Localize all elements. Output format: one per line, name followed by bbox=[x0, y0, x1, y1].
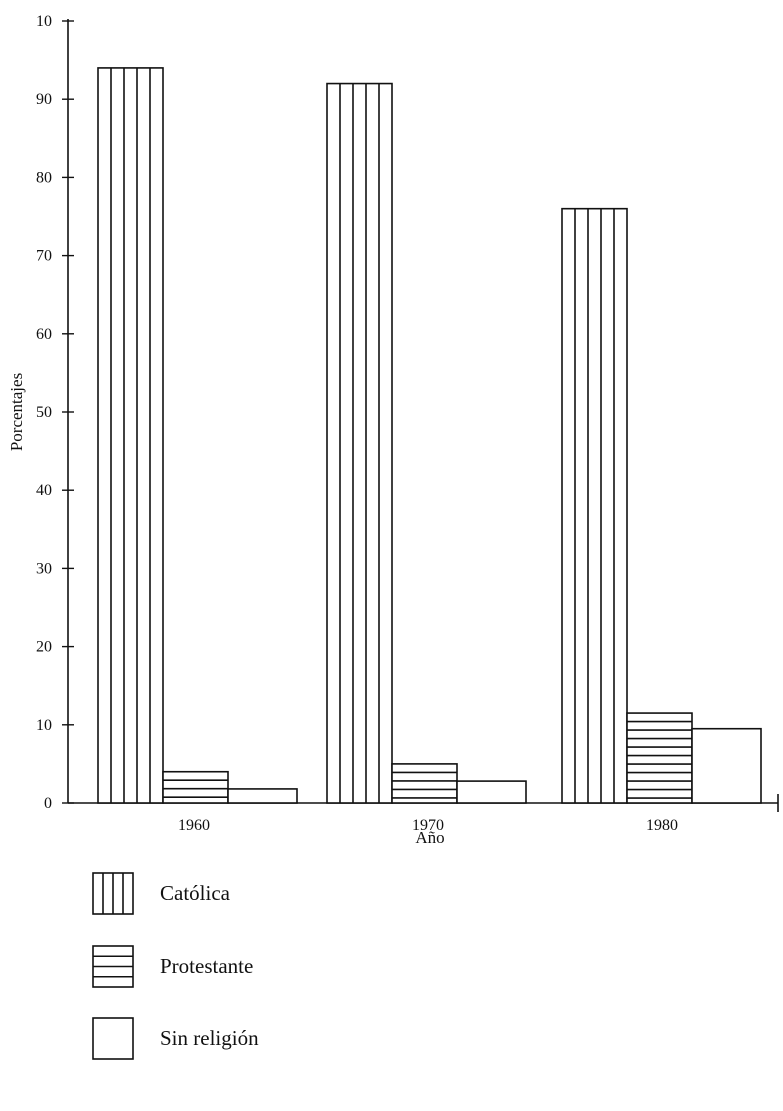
bar-1960-0 bbox=[97, 67, 164, 804]
bar bbox=[456, 780, 527, 804]
bar-1980-1 bbox=[626, 712, 693, 804]
legend-label: Católica bbox=[160, 881, 231, 905]
bar-1970-0 bbox=[326, 82, 393, 804]
y-tick-label: 40 bbox=[36, 482, 52, 499]
bar bbox=[227, 788, 298, 804]
legend-label: Protestante bbox=[160, 954, 253, 978]
y-tick-label: 50 bbox=[36, 404, 52, 421]
bar-1970-2 bbox=[456, 780, 527, 804]
bar bbox=[561, 207, 628, 804]
y-tick-label: 10 bbox=[36, 13, 52, 30]
bar-1960-1 bbox=[162, 770, 229, 804]
bar bbox=[691, 727, 762, 804]
bar-1960-2 bbox=[227, 788, 298, 804]
y-tick-label: 60 bbox=[36, 326, 52, 343]
y-axis: 0 10 20 30 40 50 60 70 80 90 10 bbox=[36, 13, 74, 812]
legend-swatch bbox=[92, 1017, 134, 1060]
x-tick-label: 1960 bbox=[178, 817, 210, 834]
x-tick-label: 1980 bbox=[646, 817, 678, 834]
bar-1980-2 bbox=[691, 727, 762, 804]
y-tick-label: 0 bbox=[44, 795, 52, 812]
y-tick-label: 30 bbox=[36, 560, 52, 577]
bar bbox=[97, 67, 164, 804]
y-tick-label: 80 bbox=[36, 169, 52, 186]
x-tick-label: 1970 bbox=[412, 817, 444, 834]
bar bbox=[162, 770, 229, 804]
bar-1980-0 bbox=[561, 207, 628, 804]
y-axis-title: Porcentajes bbox=[7, 373, 26, 451]
y-tick-label: 10 bbox=[36, 717, 52, 734]
bar-1970-1 bbox=[391, 763, 458, 804]
legend-item: Sin religión bbox=[92, 1017, 259, 1060]
y-tick-label: 90 bbox=[36, 91, 52, 108]
y-tick-label: 70 bbox=[36, 248, 52, 265]
y-tick-label: 20 bbox=[36, 639, 52, 656]
legend-item: Protestante bbox=[92, 945, 253, 988]
legend-label: Sin religión bbox=[160, 1026, 259, 1050]
legend: Católica Protestante Sin religión bbox=[92, 872, 259, 1060]
bar bbox=[326, 82, 393, 804]
legend-item: Católica bbox=[92, 872, 231, 915]
x-axis-title: Año bbox=[415, 828, 444, 847]
bars bbox=[97, 67, 762, 804]
